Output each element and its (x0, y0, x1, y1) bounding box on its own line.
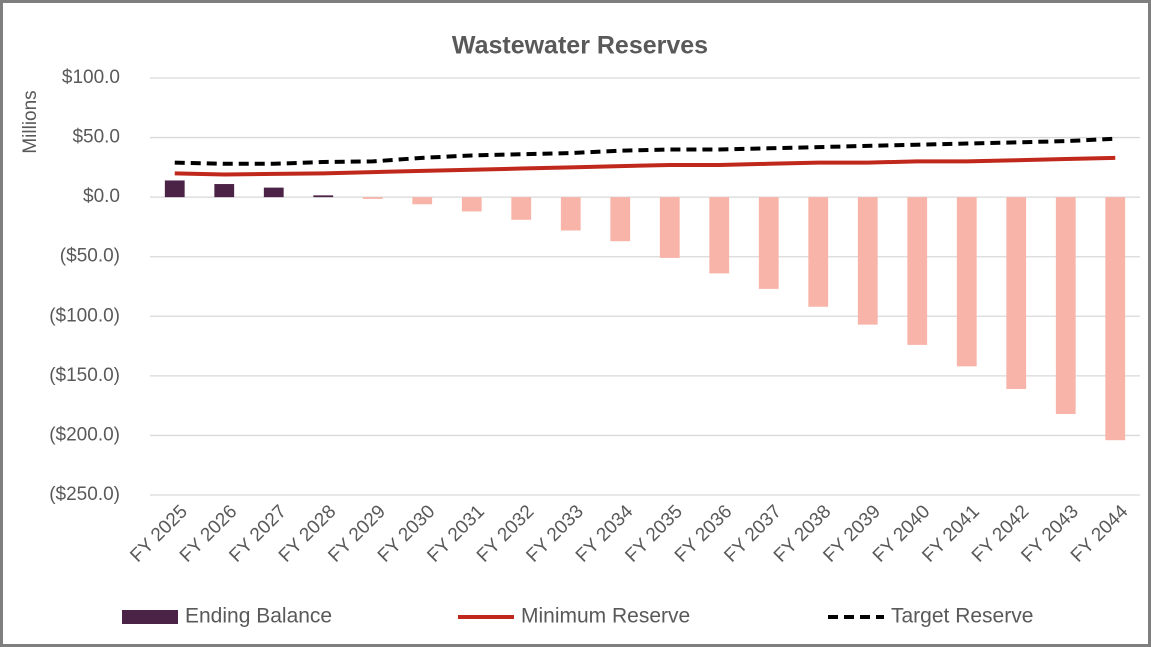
bar (362, 197, 383, 199)
bar (214, 184, 235, 198)
line (174, 155, 1116, 177)
bar (461, 197, 482, 212)
bar (610, 197, 631, 242)
bar (907, 197, 928, 345)
y-tick-label: $0.0 (83, 186, 120, 207)
bar (709, 197, 730, 274)
legend-label: Minimum Reserve (521, 605, 690, 628)
bar (511, 197, 532, 220)
bar (1055, 197, 1076, 414)
y-tick-label: $50.0 (72, 127, 120, 148)
bar (758, 197, 779, 289)
y-tick-label: ($50.0) (60, 246, 120, 267)
bar (659, 197, 680, 258)
line (174, 136, 1116, 166)
bar (857, 197, 878, 325)
bar (808, 197, 829, 307)
chart-title: Wastewater Reserves (452, 32, 708, 60)
bar (412, 197, 433, 205)
y-tick-label: ($200.0) (49, 424, 120, 445)
legend-swatch (122, 610, 178, 624)
legend-label: Ending Balance (185, 605, 332, 628)
y-tick-label: ($250.0) (49, 484, 120, 505)
bar (560, 197, 581, 231)
bar (1006, 197, 1027, 389)
bar (313, 195, 334, 198)
y-tick-label: $100.0 (62, 67, 120, 88)
y-axis-title: Millions (20, 90, 41, 153)
legend-label: Target Reserve (891, 605, 1033, 628)
y-tick-label: ($150.0) (49, 365, 120, 386)
bar (956, 197, 977, 367)
bar (263, 187, 284, 198)
y-tick-label: ($100.0) (49, 305, 120, 326)
bar (164, 180, 185, 198)
bar (1105, 197, 1126, 441)
